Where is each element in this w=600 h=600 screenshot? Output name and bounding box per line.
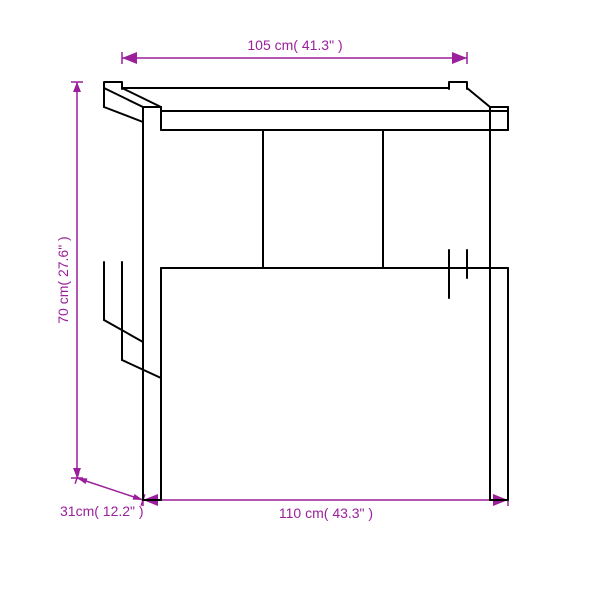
front-left-leg — [143, 107, 161, 500]
back-left-leg-hidden-1 — [104, 320, 143, 342]
dim-top-width-label: 105 cm( 41.3" ) — [247, 37, 342, 53]
dim-bottom-width-label: 110 cm( 43.3" ) — [279, 505, 373, 521]
back-right-leg-top — [449, 82, 467, 89]
back-left-leg-hidden-2 — [122, 360, 161, 378]
front-right-leg — [490, 107, 508, 500]
top-left-inner-perspective — [122, 88, 161, 107]
back-to-front-left-edge — [104, 107, 143, 122]
dim-depth-arrow-2 — [133, 494, 143, 500]
dim-depth-label: 31cm( 12.2" ) — [60, 503, 144, 519]
product-drawing — [104, 82, 508, 500]
dim-height-arrow-top — [73, 82, 81, 92]
dim-depth-arrow-1 — [77, 478, 87, 484]
dim-height-label: 70 cm( 27.6" ) — [55, 236, 71, 323]
top-right-perspective — [467, 88, 490, 107]
top-left-perspective — [104, 88, 143, 107]
dim-depth-line — [77, 478, 143, 500]
